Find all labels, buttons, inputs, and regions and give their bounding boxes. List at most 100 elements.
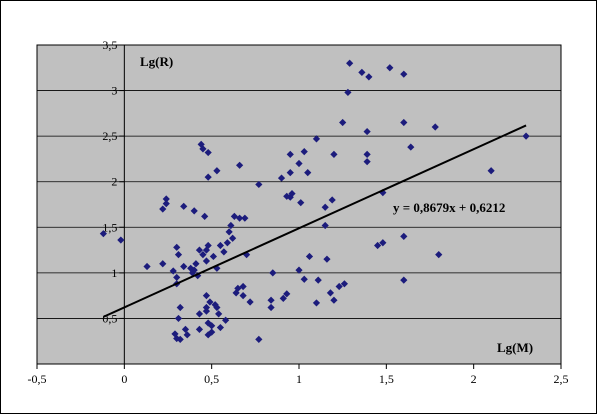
y-axis-label: Lg(R) [140, 54, 173, 69]
data-point [295, 266, 303, 274]
data-point [363, 127, 371, 136]
trendline-equation: y = 0,8679x + 0,6212 [393, 200, 505, 215]
data-points [99, 59, 530, 343]
x-tick-label: 0 [121, 372, 127, 386]
data-point [326, 289, 335, 297]
data-point [117, 236, 125, 244]
data-point [328, 196, 336, 204]
data-point [162, 195, 170, 203]
data-point [187, 264, 195, 272]
data-point [304, 169, 312, 177]
data-point [213, 167, 221, 175]
data-point [267, 303, 275, 312]
data-point [174, 251, 183, 259]
data-point [176, 303, 184, 312]
data-point [346, 59, 354, 67]
y-tick-label: 2,5 [102, 129, 117, 143]
data-point [202, 303, 211, 312]
data-point [386, 64, 394, 72]
data-point [379, 189, 387, 197]
data-point [99, 230, 107, 238]
x-tick-label: 0,5 [204, 372, 219, 386]
data-point [379, 239, 387, 247]
x-tick-label: 1,5 [379, 372, 394, 386]
data-point [321, 221, 329, 230]
data-point [400, 276, 408, 284]
data-point [223, 239, 231, 247]
data-point [180, 262, 188, 271]
data-point [206, 298, 214, 306]
data-point [358, 68, 366, 76]
data-point [400, 118, 408, 127]
data-point [487, 167, 495, 175]
data-point [143, 262, 151, 271]
data-point [314, 276, 322, 284]
data-point [181, 325, 190, 333]
data-point [239, 292, 247, 300]
data-point [255, 335, 263, 343]
x-tick-label: 2 [471, 372, 477, 386]
data-point [225, 228, 233, 236]
y-tick-label: 3 [111, 84, 117, 98]
x-axis-label: Lg(M) [497, 340, 533, 355]
data-point [169, 267, 177, 275]
data-point [190, 207, 198, 215]
data-point [374, 241, 382, 250]
data-point [297, 199, 305, 207]
data-point [339, 118, 347, 127]
data-point [431, 123, 439, 131]
data-point [199, 251, 207, 259]
data-point [255, 180, 263, 189]
data-point [174, 314, 183, 323]
data-point [286, 150, 294, 158]
data-point [522, 132, 530, 140]
data-point [195, 246, 204, 254]
data-point [199, 145, 207, 153]
data-point [222, 316, 230, 324]
data-point [201, 212, 209, 220]
data-point [216, 323, 224, 332]
data-point [204, 241, 212, 250]
data-point [330, 296, 338, 304]
data-point [340, 280, 349, 288]
data-point [330, 150, 338, 158]
data-point [208, 322, 216, 330]
data-point [321, 203, 329, 211]
data-point [215, 310, 223, 318]
data-point [300, 148, 308, 156]
data-point [162, 199, 170, 208]
data-point [305, 252, 314, 261]
data-point [236, 161, 244, 169]
data-point [246, 298, 254, 306]
data-point [195, 310, 204, 318]
data-point [267, 296, 275, 304]
data-point [176, 335, 184, 343]
data-point [279, 294, 287, 302]
data-point [202, 292, 211, 300]
data-point [363, 158, 371, 166]
data-point [202, 307, 211, 315]
y-tick-label: 2 [111, 175, 117, 189]
y-tick-label: 1 [111, 266, 117, 280]
data-point [229, 234, 237, 242]
data-point [183, 331, 191, 339]
data-point [190, 266, 198, 274]
trendline [102, 124, 527, 318]
data-point [288, 189, 296, 198]
data-point [239, 282, 247, 291]
x-tick-label: 2,5 [554, 372, 569, 386]
data-point [234, 284, 242, 292]
data-point [202, 257, 211, 265]
data-point [363, 150, 371, 158]
data-point [312, 135, 321, 143]
data-point [283, 290, 291, 298]
data-point [300, 275, 308, 283]
data-point [204, 148, 212, 157]
data-point [220, 248, 228, 256]
data-point [192, 260, 200, 268]
data-point [344, 88, 352, 96]
data-point [208, 328, 216, 336]
data-point [173, 273, 181, 282]
data-point [286, 169, 294, 177]
